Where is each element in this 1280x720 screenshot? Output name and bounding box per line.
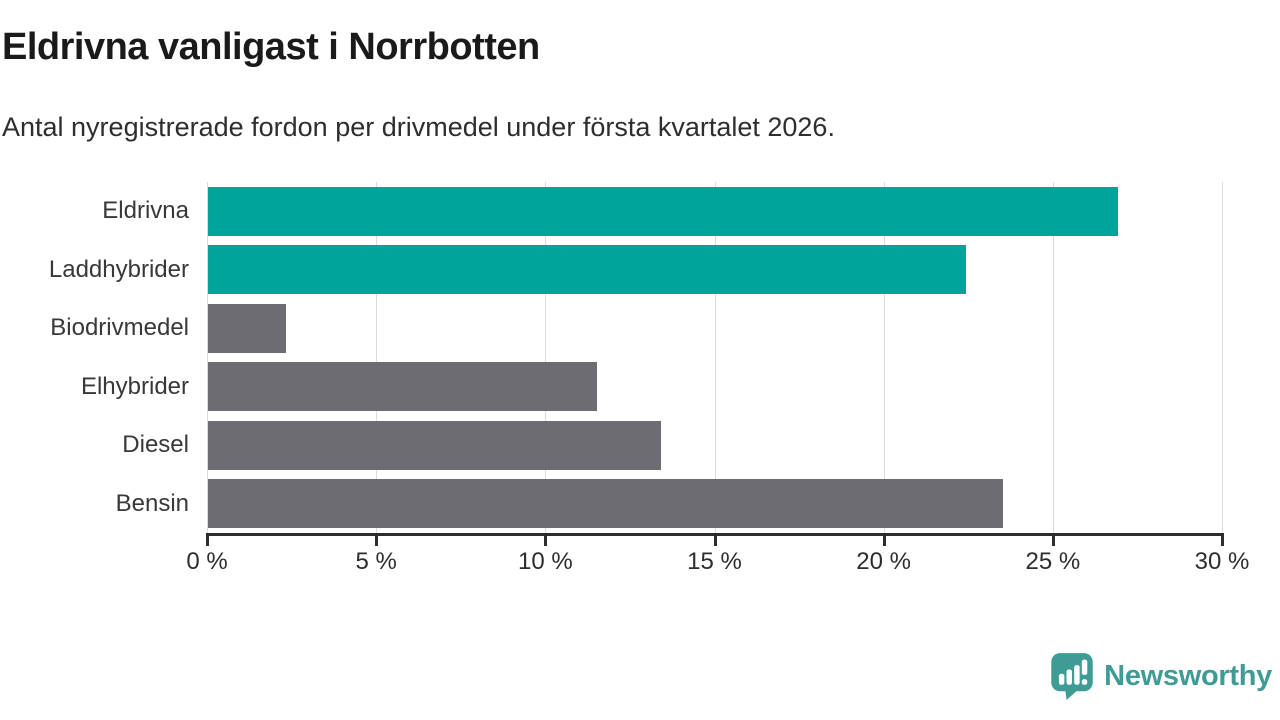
x-tick-label-5: 5 % xyxy=(355,548,397,575)
x-tick-0 xyxy=(206,533,209,546)
x-tick-30 xyxy=(1221,533,1224,546)
gridline-0 xyxy=(207,182,208,533)
gridline-20 xyxy=(883,182,885,533)
category-label-laddhybrider: Laddhybrider xyxy=(48,255,189,283)
gridline-30 xyxy=(1222,182,1223,533)
plot-area xyxy=(207,182,1223,533)
bar-bensin xyxy=(208,479,1004,529)
x-tick-25 xyxy=(1051,533,1055,546)
gridline-25 xyxy=(1052,182,1054,533)
category-label-eldrivna: Eldrivna xyxy=(102,197,189,225)
x-tick-20 xyxy=(882,533,886,546)
newsworthy-branding: Newsworthy xyxy=(1050,652,1272,700)
category-label-diesel: Diesel xyxy=(122,431,189,459)
chart-title: Eldrivna vanligast i Norrbotten xyxy=(2,26,540,68)
bar-diesel xyxy=(208,420,662,470)
x-tick-15 xyxy=(713,533,717,546)
gridline-10 xyxy=(545,182,547,533)
x-tick-label-10: 10 % xyxy=(517,548,573,575)
x-tick-label-25: 25 % xyxy=(1025,548,1081,575)
gridline-5 xyxy=(376,182,378,533)
x-tick-label-20: 20 % xyxy=(856,548,911,575)
bar-elhybrider xyxy=(208,362,598,412)
x-tick-label-0: 0 % xyxy=(186,548,228,575)
newsworthy-logo-icon xyxy=(1051,653,1093,700)
bar-laddhybrider xyxy=(208,245,966,295)
x-tick-label-15: 15 % xyxy=(687,548,742,575)
category-label-biodrivmedel: Biodrivmedel xyxy=(50,314,189,342)
category-label-bensin: Bensin xyxy=(115,489,189,517)
x-tick-10 xyxy=(544,533,548,546)
x-tick-label-30: 30 % xyxy=(1194,548,1250,575)
gridline-15 xyxy=(714,182,716,533)
category-label-elhybrider: Elhybrider xyxy=(80,372,189,400)
x-tick-5 xyxy=(375,533,379,546)
chart-subtitle: Antal nyregistrerade fordon per drivmede… xyxy=(2,112,835,142)
y-axis-category-labels: Eldrivna Laddhybrider Biodrivmedel Elhybrid… xyxy=(0,182,189,533)
bar-eldrivna xyxy=(208,186,1119,236)
newsworthy-logo-text: Newsworthy xyxy=(1104,659,1272,692)
bar-biodrivmedel xyxy=(208,303,286,353)
